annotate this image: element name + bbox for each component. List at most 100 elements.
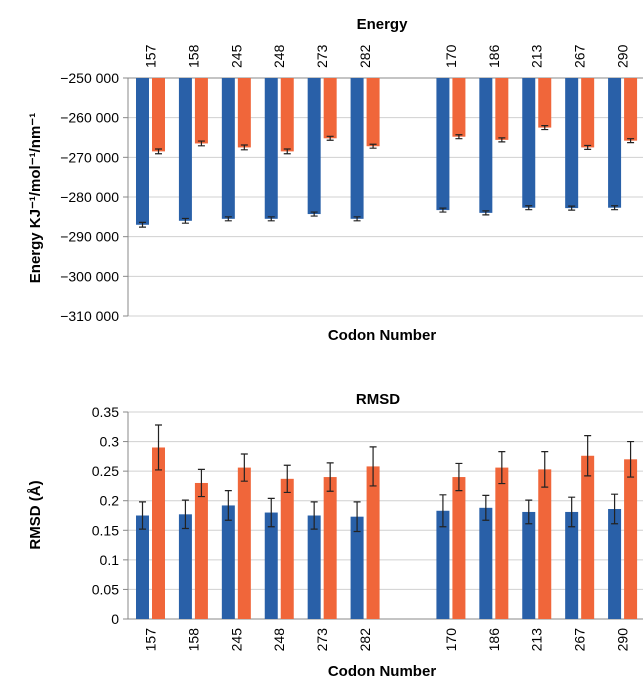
rmsd-y-tick-label: 0 bbox=[111, 611, 119, 627]
rmsd-error-bar bbox=[584, 435, 592, 477]
energy-error-bar bbox=[627, 138, 635, 144]
rmsd-chart: RMSD 0.35 0.3 0.25 0.2 0.15 0.1 0.05 0 157 158 24… bbox=[27, 391, 643, 680]
rmsd-gridlines bbox=[123, 411, 643, 620]
rmsd-bar-series-1 bbox=[136, 515, 149, 619]
energy-bar-series-1 bbox=[522, 78, 536, 208]
energy-error-bar bbox=[611, 205, 619, 211]
rmsd-error-bar bbox=[224, 490, 232, 521]
energy-error-bar bbox=[326, 135, 334, 141]
energy-bar-series-2 bbox=[495, 78, 509, 140]
energy-bar-series-1 bbox=[436, 78, 450, 211]
energy-x-tick-label: 290 bbox=[615, 44, 631, 68]
rmsd-y-tick-label: 0.05 bbox=[92, 581, 119, 597]
energy-error-bar bbox=[369, 143, 377, 149]
rmsd-error-bar bbox=[197, 468, 205, 498]
rmsd-bar-series-2 bbox=[581, 455, 595, 619]
rmsd-x-tick-label: 245 bbox=[228, 628, 244, 652]
energy-error-bar bbox=[353, 216, 361, 222]
rmsd-error-bar bbox=[181, 499, 189, 530]
rmsd-bar-series-1 bbox=[178, 514, 192, 619]
energy-bar-series-2 bbox=[152, 78, 165, 152]
energy-error-bar bbox=[482, 210, 490, 216]
energy-x-tick-label: 248 bbox=[271, 44, 287, 68]
rmsd-chart-title: RMSD bbox=[356, 391, 400, 408]
rmsd-bar-series-2 bbox=[323, 477, 337, 619]
rmsd-error-bar bbox=[498, 451, 506, 485]
energy-error-bar bbox=[139, 221, 146, 228]
rmsd-bar-series-2 bbox=[152, 447, 165, 619]
rmsd-y-tick-label: 0.15 bbox=[92, 522, 119, 538]
rmsd-bar-series-1 bbox=[350, 516, 364, 619]
energy-y-tick-label: −310 000 bbox=[60, 308, 119, 324]
rmsd-error-bar bbox=[326, 462, 334, 492]
energy-bar-series-1 bbox=[608, 78, 622, 208]
energy-chart-title: Energy bbox=[357, 16, 409, 33]
rmsd-error-bar bbox=[283, 464, 291, 494]
rmsd-error-bar bbox=[369, 446, 377, 487]
energy-x-tick-label: 213 bbox=[529, 44, 545, 68]
energy-y-tick-label: −250 000 bbox=[60, 70, 119, 86]
rmsd-x-tick-label: 273 bbox=[314, 628, 330, 652]
energy-y-tick-label: −270 000 bbox=[60, 149, 119, 165]
rmsd-error-bar bbox=[139, 501, 146, 530]
energy-error-bar bbox=[267, 216, 275, 222]
rmsd-error-bar bbox=[541, 451, 549, 488]
energy-bar-series-1 bbox=[136, 78, 149, 225]
rmsd-error-bar bbox=[240, 453, 248, 482]
rmsd-x-tick-label: 248 bbox=[271, 628, 287, 652]
energy-bar-series-1 bbox=[221, 78, 235, 219]
rmsd-x-axis-label: Codon Number bbox=[328, 663, 436, 680]
rmsd-bar-series-1 bbox=[608, 508, 622, 619]
energy-error-bar bbox=[568, 205, 576, 211]
energy-error-bar bbox=[197, 140, 205, 147]
energy-y-axis-label: Energy KJ⁻¹/mol⁻¹/nm⁻¹ bbox=[27, 113, 44, 283]
rmsd-bar-series-1 bbox=[307, 515, 321, 619]
rmsd-error-bar bbox=[439, 494, 447, 528]
energy-bar-series-2 bbox=[538, 78, 552, 128]
rmsd-x-tick-label: 213 bbox=[529, 628, 545, 652]
energy-bar-series-2 bbox=[581, 78, 595, 148]
energy-bar-series-2 bbox=[452, 78, 466, 137]
energy-error-bar bbox=[498, 137, 506, 143]
rmsd-x-tick-label: 157 bbox=[142, 628, 158, 652]
rmsd-error-bar bbox=[627, 440, 635, 478]
rmsd-y-tick-label: 0.3 bbox=[100, 434, 120, 450]
energy-bar-series-1 bbox=[479, 78, 493, 213]
energy-x-tick-label: 186 bbox=[486, 44, 502, 68]
rmsd-bar-series-1 bbox=[221, 505, 235, 619]
rmsd-y-tick-label: 0.35 bbox=[92, 404, 119, 420]
rmsd-bar-series-1 bbox=[565, 511, 579, 619]
rmsd-bar-series-1 bbox=[436, 510, 450, 619]
energy-bar-series-1 bbox=[264, 78, 278, 219]
rmsd-y-tick-labels: 0.35 0.3 0.25 0.2 0.15 0.1 0.05 0 bbox=[92, 404, 119, 627]
energy-bar-series-2 bbox=[280, 78, 294, 152]
energy-error-bar bbox=[283, 148, 291, 155]
energy-error-bar bbox=[525, 205, 533, 211]
rmsd-x-tick-labels: 157 158 245 248 273 282 170 186 213 267 290 bbox=[142, 628, 630, 652]
rmsd-x-tick-label: 282 bbox=[357, 628, 373, 652]
energy-y-tick-label: −290 000 bbox=[60, 229, 119, 245]
energy-bar-series-1 bbox=[350, 78, 364, 219]
rmsd-x-tick-label: 290 bbox=[615, 628, 631, 652]
energy-bar-series-2 bbox=[237, 78, 251, 148]
energy-bar-series-2 bbox=[323, 78, 337, 139]
energy-bar-series-2 bbox=[194, 78, 208, 144]
rmsd-bar-series-2 bbox=[194, 482, 208, 619]
rmsd-bar-series-2 bbox=[495, 467, 509, 619]
rmsd-y-tick-label: 0.2 bbox=[100, 493, 120, 509]
energy-chart: Energy −250 000−260 000−270 000−280 000−… bbox=[27, 16, 643, 344]
rmsd-bar-series-1 bbox=[522, 511, 536, 619]
energy-y-tick-labels: −250 000 −260 000 −270 000 −280 000 −290 000… bbox=[60, 70, 119, 324]
energy-y-tick-label: −300 000 bbox=[60, 268, 119, 284]
rmsd-bar-series-2 bbox=[538, 469, 552, 619]
rmsd-error-bar bbox=[267, 497, 275, 528]
energy-x-tick-label: 267 bbox=[572, 44, 588, 68]
rmsd-bar-series-2 bbox=[237, 467, 251, 619]
rmsd-bar-series-1 bbox=[479, 507, 493, 619]
rmsd-x-tick-label: 170 bbox=[443, 628, 459, 652]
rmsd-x-tick-label: 158 bbox=[185, 628, 201, 652]
energy-error-bar bbox=[181, 217, 189, 224]
rmsd-bar-series-2 bbox=[624, 459, 638, 619]
rmsd-bar-series-2 bbox=[366, 466, 380, 619]
energy-bar-series-2 bbox=[624, 78, 638, 141]
